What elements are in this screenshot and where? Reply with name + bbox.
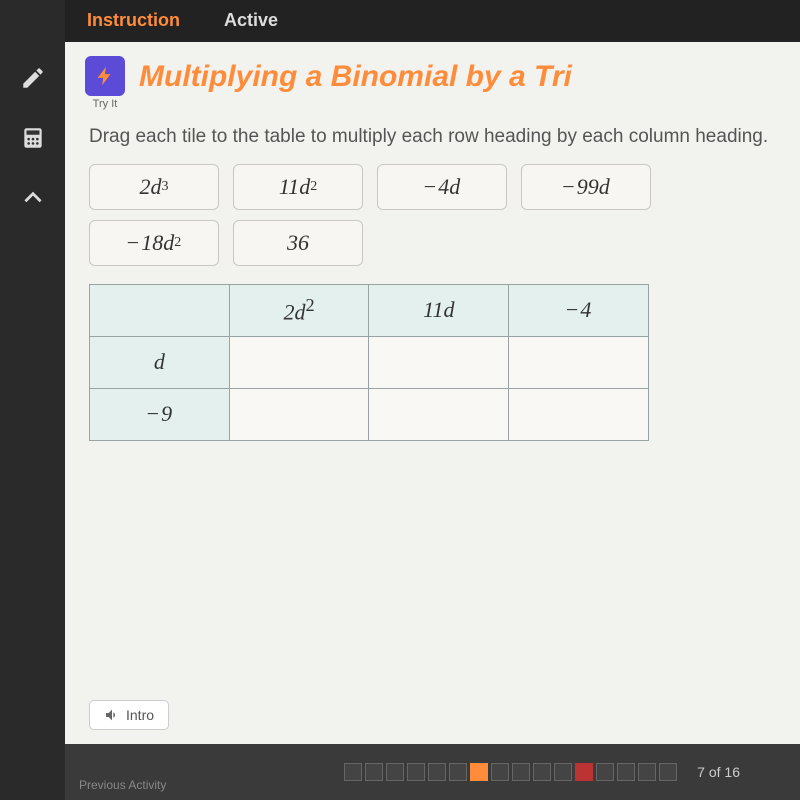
table-corner xyxy=(90,284,230,336)
drop-cell[interactable] xyxy=(509,388,649,440)
progress-box[interactable] xyxy=(428,763,446,781)
progress-box[interactable] xyxy=(596,763,614,781)
pencil-tool[interactable] xyxy=(15,60,51,96)
tab-active[interactable]: Active xyxy=(202,0,300,42)
chevron-up-icon xyxy=(20,185,46,211)
row-header: −9 xyxy=(90,388,230,440)
tabs: Instruction Active xyxy=(65,0,800,42)
tile[interactable]: −18d2 xyxy=(89,220,219,266)
col-header: −4 xyxy=(509,284,649,336)
tiles-tray: 2d3 11d2 −4d −99d −18d2 36 xyxy=(65,164,705,266)
multiplication-table: 2d2 11d −4 d −9 xyxy=(89,284,649,441)
progress-box[interactable] xyxy=(407,763,425,781)
instruction-text: Drag each tile to the table to multiply … xyxy=(65,116,800,164)
drop-cell[interactable] xyxy=(509,336,649,388)
sidebar xyxy=(0,0,65,800)
tab-instruction[interactable]: Instruction xyxy=(65,0,202,42)
progress-box[interactable] xyxy=(449,763,467,781)
progress-box[interactable] xyxy=(386,763,404,781)
pencil-icon xyxy=(20,65,46,91)
tryit-badge[interactable]: Try It xyxy=(85,56,125,110)
progress-box[interactable] xyxy=(617,763,635,781)
tile[interactable]: 11d2 xyxy=(233,164,363,210)
calculator-icon xyxy=(20,125,46,151)
footer: 7 of 16 xyxy=(65,744,800,800)
progress-box[interactable] xyxy=(638,763,656,781)
drop-cell[interactable] xyxy=(229,336,369,388)
progress-box[interactable] xyxy=(491,763,509,781)
tryit-label: Try It xyxy=(93,98,118,110)
page-count: 7 of 16 xyxy=(697,764,740,780)
progress-box[interactable] xyxy=(659,763,677,781)
intro-label: Intro xyxy=(126,707,154,723)
tile[interactable]: 2d3 xyxy=(89,164,219,210)
progress-box[interactable] xyxy=(365,763,383,781)
speaker-icon xyxy=(104,707,120,723)
drop-cell[interactable] xyxy=(229,388,369,440)
intro-button[interactable]: Intro xyxy=(89,700,169,730)
progress-box[interactable] xyxy=(344,763,362,781)
row-header: d xyxy=(90,336,230,388)
col-header: 11d xyxy=(369,284,509,336)
page-title: Multiplying a Binomial by a Tri xyxy=(139,56,572,94)
progress-indicator xyxy=(344,763,677,781)
progress-box[interactable] xyxy=(533,763,551,781)
col-header: 2d2 xyxy=(229,284,369,336)
tile[interactable]: −4d xyxy=(377,164,507,210)
main-area: Instruction Active Try It Multiplying a … xyxy=(65,0,800,800)
calculator-tool[interactable] xyxy=(15,120,51,156)
collapse-tool[interactable] xyxy=(15,180,51,216)
progress-box[interactable] xyxy=(470,763,488,781)
tile[interactable]: 36 xyxy=(233,220,363,266)
content: Try It Multiplying a Binomial by a Tri D… xyxy=(65,42,800,800)
progress-box[interactable] xyxy=(575,763,593,781)
previous-activity-link[interactable]: Previous Activity xyxy=(79,778,166,792)
drop-cell[interactable] xyxy=(369,336,509,388)
progress-box[interactable] xyxy=(554,763,572,781)
drop-cell[interactable] xyxy=(369,388,509,440)
progress-box[interactable] xyxy=(512,763,530,781)
lightning-icon xyxy=(85,56,125,96)
tile[interactable]: −99d xyxy=(521,164,651,210)
